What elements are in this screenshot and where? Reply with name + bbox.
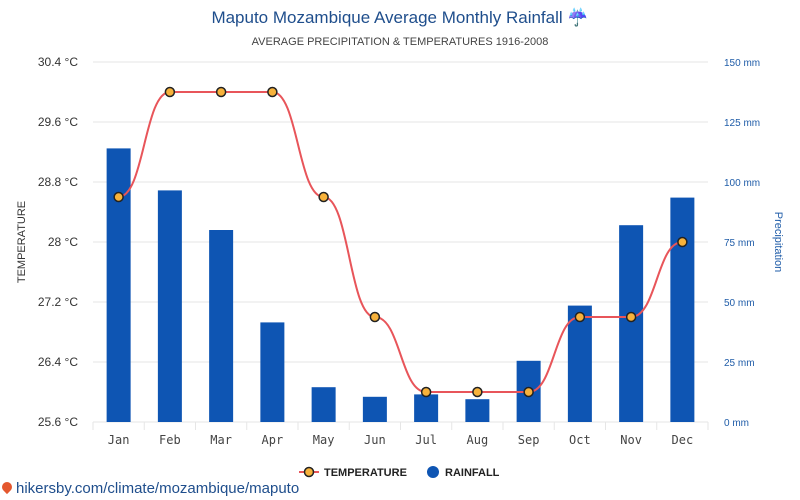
rainfall-bar-jun <box>362 396 387 422</box>
chart-subtitle: AVERAGE PRECIPITATION & TEMPERATURES 191… <box>252 36 549 48</box>
legend-label-temperature: TEMPERATURE <box>324 467 407 479</box>
rainfall-chart: Maputo Mozambique Average Monthly Rainfa… <box>16 7 784 479</box>
x-tick-jul: Jul <box>415 433 437 447</box>
rainfall-bar-may <box>311 387 336 422</box>
x-tick-oct: Oct <box>569 433 591 447</box>
temperature-point-jul <box>420 386 432 398</box>
legend: TEMPERATURE RAINFALL <box>299 466 500 479</box>
legend-label-rainfall: RAINFALL <box>445 467 500 479</box>
rainfall-bar-oct <box>567 305 592 422</box>
x-tick-aug: Aug <box>467 433 489 447</box>
chart-title: Maputo Mozambique Average Monthly Rainfa… <box>211 7 588 27</box>
right-tick-label: 125 mm <box>724 118 760 129</box>
rainfall-bar-dec <box>670 197 695 422</box>
temperature-point-jun <box>369 311 381 323</box>
temperature-point-jan <box>113 191 124 203</box>
right-tick-label: 0 mm <box>724 418 749 429</box>
rainfall-bar-apr <box>260 322 285 422</box>
x-tick-nov: Nov <box>620 433 642 447</box>
rainfall-bar-mar <box>209 230 234 422</box>
temperature-point-aug <box>472 386 483 398</box>
left-tick-label: 30.4 °C <box>38 55 78 69</box>
right-tick-label: 100 mm <box>724 178 760 189</box>
x-tick-may: May <box>313 433 335 447</box>
grid-lines <box>92 61 709 430</box>
x-tick-mar: Mar <box>210 433 232 447</box>
temperature-point-feb <box>164 86 176 98</box>
temperature-point-oct <box>574 311 586 323</box>
temperature-point-apr <box>267 86 278 98</box>
temperature-markers <box>113 86 688 398</box>
x-tick-feb: Feb <box>159 433 181 447</box>
left-tick-label: 29.6 °C <box>38 115 78 129</box>
right-axis-label: Precipitation <box>772 212 784 273</box>
x-tick-jun: Jun <box>364 433 386 447</box>
source-link-text: hikersby.com/climate/mozambique/maputo <box>16 480 300 497</box>
rainfall-bar-feb <box>157 190 182 422</box>
left-axis-ticks: 30.4 °C 29.6 °C 28.8 °C 28 °C 27.2 °C 26.4 °C… <box>38 55 78 429</box>
left-tick-label: 26.4 °C <box>38 355 78 369</box>
temperature-point-nov <box>625 311 637 323</box>
legend-item-rainfall[interactable]: RAINFALL <box>427 466 500 479</box>
left-axis-label: TEMPERATURE <box>16 201 28 283</box>
right-tick-label: 150 mm <box>724 58 760 69</box>
right-tick-label: 75 mm <box>724 238 755 249</box>
temperature-point-dec <box>677 236 688 248</box>
rainfall-bar-nov <box>619 225 644 422</box>
rainfall-bar-jul <box>414 394 439 422</box>
temperature-point-sep <box>523 386 534 398</box>
right-axis-ticks: 150 mm 125 mm 100 mm 75 mm 50 mm 25 mm 0 mm <box>724 58 760 429</box>
source-link[interactable]: hikersby.com/climate/mozambique/maputo <box>0 479 300 497</box>
right-tick-label: 50 mm <box>724 298 755 309</box>
temperature-point-mar <box>215 86 227 98</box>
temperature-point-may <box>318 191 329 203</box>
right-tick-label: 25 mm <box>724 358 755 369</box>
left-tick-label: 25.6 °C <box>38 415 78 429</box>
left-tick-label: 28 °C <box>48 235 78 249</box>
x-tick-apr: Apr <box>262 433 284 447</box>
rainfall-bar-jan <box>106 148 131 422</box>
x-axis-ticks: Jan Feb Mar Apr May Jun Jul Aug Sep Oct Nov Dec <box>108 433 693 447</box>
location-pin-icon <box>0 479 15 495</box>
left-tick-label: 28.8 °C <box>38 175 78 189</box>
x-tick-dec: Dec <box>672 433 694 447</box>
rainfall-bar-aug <box>465 399 490 422</box>
x-tick-sep: Sep <box>518 433 540 447</box>
rainfall-bars <box>106 148 695 422</box>
left-tick-label: 27.2 °C <box>38 295 78 309</box>
legend-item-temperature[interactable]: TEMPERATURE <box>299 466 407 479</box>
x-tick-jan: Jan <box>108 433 130 447</box>
